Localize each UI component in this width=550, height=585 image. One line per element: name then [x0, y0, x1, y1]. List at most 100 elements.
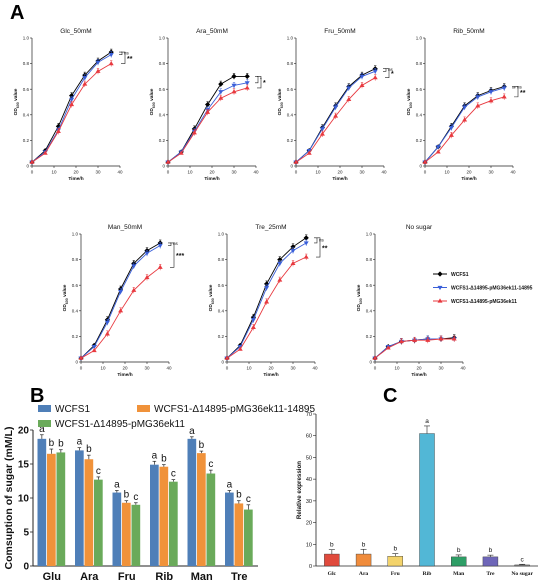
- data-point: [319, 131, 325, 136]
- y-tick-label: 70: [306, 412, 312, 418]
- y-tick-label: 0.6: [23, 87, 30, 92]
- data-point: [250, 324, 256, 330]
- significance-letter: a: [39, 424, 45, 435]
- data-point: [69, 101, 75, 107]
- x-tick-label: 30: [359, 170, 365, 175]
- y-axis-label-part: value: [208, 284, 214, 298]
- data-point: [157, 264, 163, 269]
- significance-label: ns: [388, 67, 394, 72]
- x-tick-label: 10: [51, 170, 57, 175]
- significance-label: **: [322, 245, 328, 252]
- y-tick-label: 0: [26, 164, 29, 169]
- y-axis-label-part: value: [149, 88, 155, 102]
- data-point: [303, 254, 309, 259]
- data-point: [277, 257, 283, 263]
- data-point: [218, 90, 224, 95]
- data-point: [290, 249, 296, 254]
- data-point: [303, 241, 309, 246]
- data-point: [303, 235, 309, 241]
- data-point: [118, 290, 124, 295]
- bar: [75, 450, 84, 566]
- chart-title: Man_50mM: [108, 224, 142, 231]
- x-tick-label: 0: [295, 170, 298, 175]
- significance-letter: b: [161, 454, 167, 465]
- y-axis-label: OD600 value: [62, 284, 69, 311]
- bar: [355, 553, 372, 567]
- y-axis-label-part: value: [62, 284, 68, 298]
- x-tick-label: 40: [166, 366, 172, 371]
- significance-letter: a: [77, 437, 83, 448]
- data-point: [319, 127, 325, 132]
- y-tick-label: 0.6: [218, 283, 225, 288]
- significance-bracket: [255, 76, 259, 84]
- y-axis-label-part: OD: [13, 108, 19, 116]
- x-tick-label: 40: [312, 366, 318, 371]
- y-tick-label: 10: [18, 494, 30, 505]
- data-point: [104, 320, 110, 325]
- data-point: [277, 277, 283, 282]
- data-point: [306, 150, 312, 155]
- chart-title: Rib_50mM: [453, 28, 484, 35]
- significance-bracket: [314, 237, 318, 244]
- data-point: [231, 73, 237, 79]
- significance-label: *: [263, 80, 266, 87]
- y-tick-label: 0.2: [72, 334, 79, 339]
- data-point: [95, 68, 101, 73]
- data-point: [277, 261, 283, 267]
- data-point: [191, 130, 197, 135]
- y-tick-label: 50: [306, 455, 312, 461]
- data-point: [131, 264, 137, 269]
- significance-letter: a: [425, 418, 429, 425]
- data-point: [333, 113, 339, 118]
- significance-letter: b: [330, 542, 334, 549]
- x-tick-label: Glc: [328, 571, 337, 577]
- chart-title: Glc_50mM: [60, 28, 91, 35]
- x-tick-label: 40: [253, 170, 259, 175]
- data-point: [82, 81, 88, 86]
- bar: [94, 479, 103, 566]
- x-axis-label: Time/h: [411, 372, 426, 378]
- y-tick-label: 0.4: [366, 308, 373, 313]
- data-point: [359, 82, 365, 87]
- data-point: [42, 150, 48, 155]
- panel-label-a: A: [10, 2, 25, 24]
- series-line: [167, 82, 248, 163]
- significance-bracket: [512, 86, 516, 89]
- x-tick-label: Glu: [43, 571, 61, 583]
- panel-a-legend: WCFS1 WCFS1-Δ14895-pMG36ek11-14895 WCFS1-Δ…: [433, 271, 533, 305]
- y-axis-label-subscript: 600: [409, 102, 413, 108]
- x-tick-label: Tre: [231, 571, 248, 583]
- bar: [197, 453, 206, 566]
- y-tick-label: 40: [306, 477, 312, 483]
- data-point: [244, 73, 250, 79]
- x-tick-label: 30: [438, 366, 444, 371]
- significance-label: ns: [517, 84, 523, 89]
- x-tick-label: 10: [187, 170, 193, 175]
- bar: [150, 464, 159, 566]
- chart-title: No sugar: [406, 224, 433, 231]
- y-tick-label: 0: [221, 360, 224, 365]
- y-tick-label: 0.4: [23, 112, 30, 117]
- data-point: [437, 271, 443, 277]
- y-tick-label: 0.8: [72, 257, 79, 262]
- significance-letter: a: [227, 480, 233, 491]
- bar: [84, 459, 94, 566]
- significance-bracket: [170, 242, 175, 268]
- x-tick-label: 40: [460, 366, 466, 371]
- data-point: [333, 105, 339, 110]
- y-tick-label: 0.2: [159, 138, 166, 143]
- data-point: [237, 346, 243, 351]
- data-point: [438, 336, 444, 341]
- y-axis-label-subscript: 600: [152, 102, 156, 108]
- data-point: [244, 85, 250, 90]
- series-line: [31, 63, 112, 163]
- bar: [234, 503, 244, 566]
- significance-bracket: [168, 242, 172, 246]
- y-tick-label: 0.6: [366, 283, 373, 288]
- growth-curve-chart: Fru_50mM 0 0.2 0.4 0.6 0.8 1.0 0 10 20 30 40 Time/h O…: [277, 28, 394, 182]
- data-point: [437, 285, 443, 291]
- significance-letter: b: [124, 490, 130, 501]
- x-tick-label: 10: [315, 170, 321, 175]
